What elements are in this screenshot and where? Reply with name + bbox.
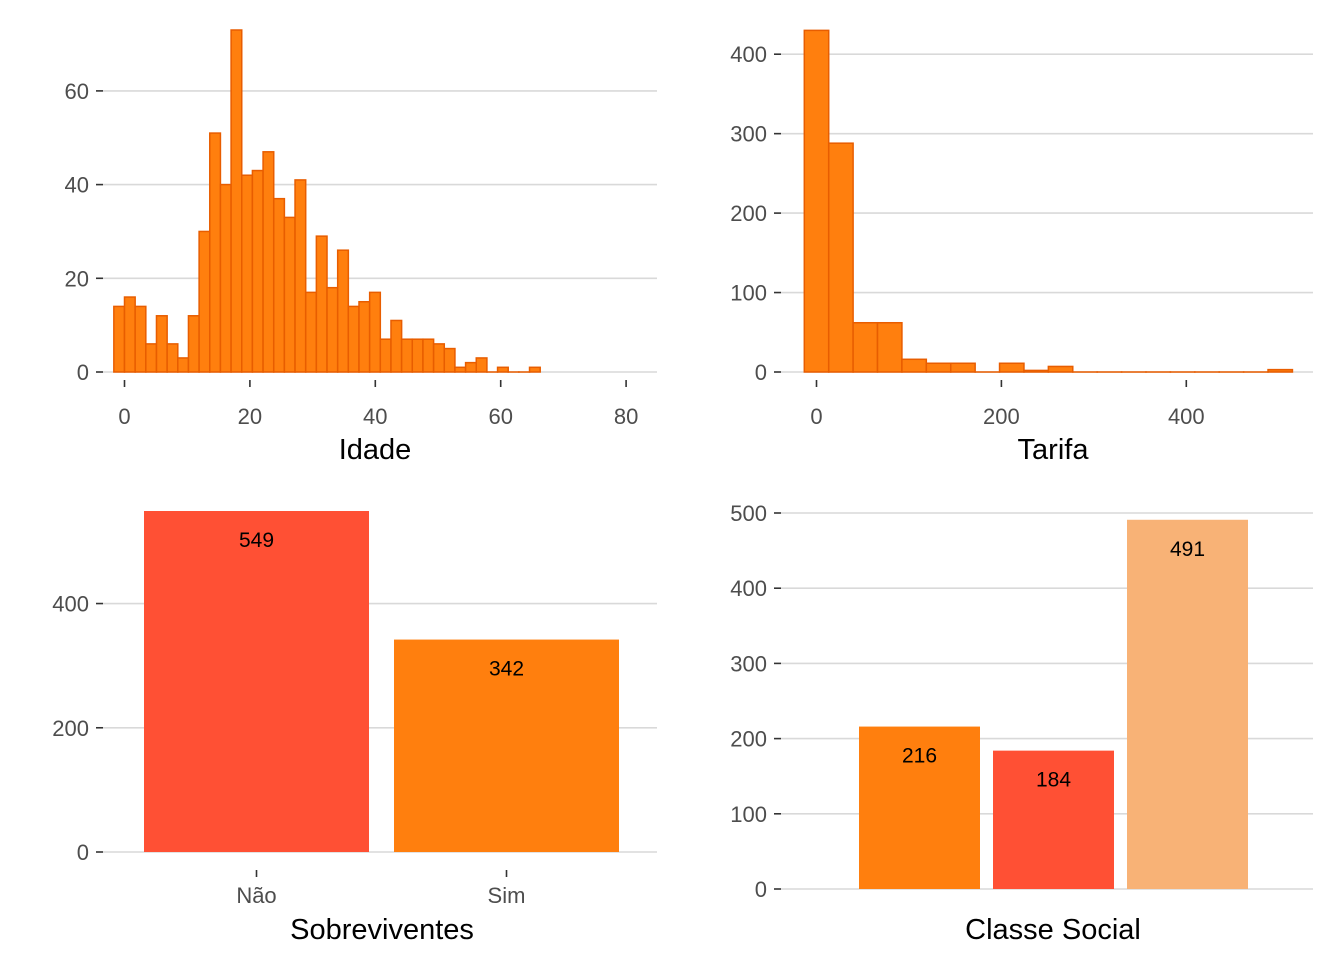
histogram-bar (177, 357, 190, 373)
y-tick-label: 300 (730, 651, 767, 676)
histogram-tarifa: 0 100 200 300 400 0 200 400 Tarifa (730, 29, 1313, 466)
histogram-bar (166, 343, 179, 373)
bar-2 (993, 750, 1114, 889)
histogram-bar (358, 300, 371, 373)
data-label: 184 (1036, 769, 1071, 792)
histogram-bar (187, 315, 200, 373)
histogram-bar (304, 291, 318, 373)
histogram-bar (134, 305, 147, 373)
y-tick-label: 400 (730, 576, 767, 601)
y-tick-label: 400 (730, 42, 767, 67)
histogram-bar (145, 343, 158, 373)
histogram-bar (949, 362, 976, 373)
y-tick-label: 60 (65, 79, 89, 104)
histogram-bar (272, 197, 286, 373)
histogram-bar (113, 305, 126, 373)
histogram-bar (852, 321, 879, 373)
y-tick-label: 500 (730, 501, 767, 526)
data-label: 491 (1170, 538, 1205, 561)
bar-Não (144, 511, 369, 852)
x-tick-label: 20 (238, 404, 262, 429)
histogram-bar (315, 235, 328, 373)
bar-1 (859, 726, 980, 889)
x-tick-label: 200 (983, 404, 1020, 429)
x-tick-label: 60 (488, 404, 512, 429)
data-label: 342 (489, 658, 524, 681)
x-axis-title: Tarifa (1018, 434, 1090, 466)
histogram-bar (454, 366, 467, 373)
histogram-bar (901, 358, 928, 373)
bar-3 (1127, 519, 1248, 889)
histogram-bar (209, 132, 222, 373)
histogram-bar (1267, 368, 1294, 373)
histogram-bar (411, 338, 424, 373)
x-tick-label: 0 (118, 404, 130, 429)
y-tick-label: 200 (52, 716, 89, 741)
y-tick-label: 100 (730, 802, 767, 827)
histogram-bar (379, 338, 392, 373)
histogram-bar (876, 321, 903, 373)
histogram-bar (326, 286, 339, 373)
histogram-bar (368, 291, 382, 373)
histogram-bar (390, 319, 403, 373)
histogram-bar (241, 174, 254, 373)
histogram-idade: 0 20 40 60 0 20 40 60 80 Idade (65, 29, 657, 466)
histogram-bar (230, 29, 243, 373)
bar-Sim (394, 639, 619, 852)
histogram-bar (400, 338, 414, 373)
y-tick-label: 0 (77, 840, 89, 865)
x-tick-label: 0 (810, 404, 822, 429)
data-label: 549 (239, 529, 274, 552)
y-tick-label: 20 (65, 266, 89, 291)
x-axis-title: Sobreviventes (290, 914, 474, 946)
histogram-bar (155, 315, 168, 373)
histogram-bar (925, 362, 952, 373)
y-tick-label: 400 (52, 592, 89, 617)
histogram-bar (443, 347, 456, 373)
histogram-bar (422, 338, 435, 373)
histogram-bar (827, 142, 854, 373)
histogram-bar (219, 183, 232, 373)
histogram-bar (1023, 369, 1050, 373)
histogram-bar (294, 179, 307, 373)
histogram-bar (432, 343, 446, 373)
histogram-bar (528, 366, 541, 373)
y-tick-label: 200 (730, 201, 767, 226)
histogram-bar (123, 296, 136, 373)
x-tick-label: 400 (1168, 404, 1205, 429)
y-tick-label: 0 (755, 360, 767, 385)
histogram-bar (336, 249, 350, 373)
data-label: 216 (902, 745, 937, 768)
histogram-bar (475, 357, 488, 373)
histogram-bar (1047, 365, 1074, 373)
histogram-bar (803, 29, 830, 373)
y-tick-label: 0 (755, 877, 767, 902)
histogram-bar (347, 305, 360, 373)
histogram-bar (496, 366, 509, 373)
bar-chart-sobreviventes: 549 342 0 200 400 Não Sim Sobreviventes (52, 511, 657, 946)
y-tick-label: 100 (730, 281, 767, 306)
x-tick-label: 80 (614, 404, 638, 429)
histogram-bar (262, 151, 275, 373)
y-tick-label: 40 (65, 173, 89, 198)
x-axis-title: Idade (339, 434, 412, 466)
histogram-bar (283, 216, 296, 373)
x-tick-label: Não (236, 883, 276, 908)
histogram-bar (464, 361, 477, 373)
x-tick-label: 40 (363, 404, 387, 429)
x-tick-label: Sim (488, 883, 526, 908)
histogram-bar (198, 230, 211, 373)
y-tick-label: 300 (730, 122, 767, 147)
histogram-bar (251, 169, 264, 373)
x-axis-title: Classe Social (965, 914, 1141, 946)
y-tick-label: 200 (730, 727, 767, 752)
bar-chart-classe-social: 216 184 491 0 100 200 300 400 500 Classe Social (730, 501, 1313, 946)
y-tick-label: 0 (77, 360, 89, 385)
histogram-bar (998, 362, 1025, 373)
